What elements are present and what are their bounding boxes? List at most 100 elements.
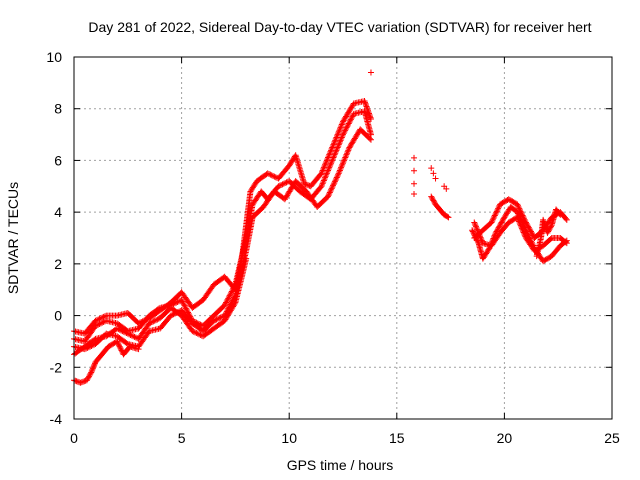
data-point-interp xyxy=(333,147,340,154)
data-point-interp xyxy=(336,168,343,175)
data-point-interp xyxy=(120,328,127,335)
data-point-interp xyxy=(499,218,506,225)
data-point-interp xyxy=(190,328,197,335)
data-point xyxy=(335,170,342,177)
data-point-interp xyxy=(547,235,554,242)
data-point-interp xyxy=(231,300,238,307)
data-point-interp xyxy=(96,320,103,327)
data-point xyxy=(557,211,564,218)
data-point-interp xyxy=(548,223,555,230)
data-point-interp xyxy=(85,374,92,381)
data-point-interp xyxy=(495,224,502,231)
data-point-interp xyxy=(320,178,327,185)
data-point-interp xyxy=(328,186,335,193)
data-point-interp xyxy=(323,158,330,165)
data-point-interp xyxy=(545,227,552,234)
data-point-interp xyxy=(99,314,106,321)
data-point-interp xyxy=(322,173,329,180)
data-point-interp xyxy=(147,319,154,326)
data-point-interp xyxy=(227,291,234,298)
x-tick-label: 20 xyxy=(497,430,513,446)
x-tick-label: 0 xyxy=(70,430,78,446)
data-point-interp xyxy=(490,215,497,222)
data-point-interp xyxy=(347,117,354,124)
data-point-interp xyxy=(474,227,481,234)
data-point-interp xyxy=(525,223,532,230)
data-point-interp xyxy=(97,320,104,327)
data-point-interp xyxy=(474,226,481,233)
data-point-interp xyxy=(335,128,342,135)
data-point-interp xyxy=(91,336,98,343)
data-point-interp xyxy=(93,322,100,329)
x-tick-label: 10 xyxy=(281,430,297,446)
data-point-interp xyxy=(90,362,97,369)
data-point-interp xyxy=(331,179,338,186)
data-point-interp xyxy=(339,161,346,168)
data-point xyxy=(432,175,439,182)
data-point-interp xyxy=(349,113,356,120)
data-point xyxy=(114,338,121,345)
data-point-interp xyxy=(328,160,335,167)
data-point-interp xyxy=(521,216,528,223)
data-point-interp xyxy=(192,329,199,336)
data-point-interp xyxy=(89,366,96,373)
data-point-interp xyxy=(342,154,349,161)
data-point-interp xyxy=(282,180,289,187)
data-point-interp xyxy=(116,326,123,333)
data-point-interp xyxy=(332,137,339,144)
data-point xyxy=(514,214,521,221)
data-point xyxy=(563,216,570,223)
data-point-interp xyxy=(473,225,480,232)
data-point-interp xyxy=(339,120,346,127)
data-point xyxy=(146,320,153,327)
data-point xyxy=(301,180,308,187)
data-point-interp xyxy=(527,227,534,234)
data-point-interp xyxy=(472,222,479,229)
data-point-interp xyxy=(214,315,221,322)
data-point-interp xyxy=(337,138,344,145)
data-point-interp xyxy=(118,347,125,354)
data-point xyxy=(92,317,99,324)
data-point-interp xyxy=(516,219,523,226)
data-point xyxy=(411,191,418,198)
x-tick-label: 15 xyxy=(389,430,405,446)
chart-title: Day 281 of 2022, Sidereal Day-to-day VTE… xyxy=(88,19,591,35)
data-point-interp xyxy=(429,196,436,203)
data-point-interp xyxy=(179,298,186,305)
data-point-interp xyxy=(329,155,336,162)
data-point-interp xyxy=(497,220,504,227)
data-point-interp xyxy=(494,206,501,213)
data-point-interp xyxy=(517,221,524,228)
data-point-interp xyxy=(494,225,501,232)
data-point-interp xyxy=(562,215,569,222)
data-point-interp xyxy=(216,315,223,322)
data-point-interp xyxy=(331,151,338,158)
data-point-interp xyxy=(477,234,484,241)
data-point-interp xyxy=(86,372,93,379)
data-point-interp xyxy=(331,140,338,147)
data-point-interp xyxy=(182,305,189,312)
data-point-interp xyxy=(131,333,138,340)
data-point-interp xyxy=(328,185,335,192)
data-point-interp xyxy=(91,361,98,368)
data-point-interp xyxy=(520,229,527,236)
data-point-interp xyxy=(319,181,326,188)
data-point-interp xyxy=(521,232,528,239)
data-point-interp xyxy=(90,364,97,371)
data-point-interp xyxy=(330,181,337,188)
y-axis-label: SDTVAR / TECUs xyxy=(5,182,21,294)
data-point-interp xyxy=(515,217,522,224)
data-point-interp xyxy=(341,128,348,135)
data-point-interp xyxy=(346,119,353,126)
data-point-interp xyxy=(332,177,339,184)
data-point-interp xyxy=(518,223,525,230)
data-point-interp xyxy=(430,197,437,204)
data-point-interp xyxy=(489,218,496,225)
data-point-interp xyxy=(498,219,505,226)
data-point xyxy=(367,69,374,76)
data-point-interp xyxy=(180,299,187,306)
data-point-interp xyxy=(519,226,526,233)
y-tick-label: 10 xyxy=(46,49,62,65)
data-point-interp xyxy=(334,145,341,152)
data-point-interp xyxy=(516,205,523,212)
